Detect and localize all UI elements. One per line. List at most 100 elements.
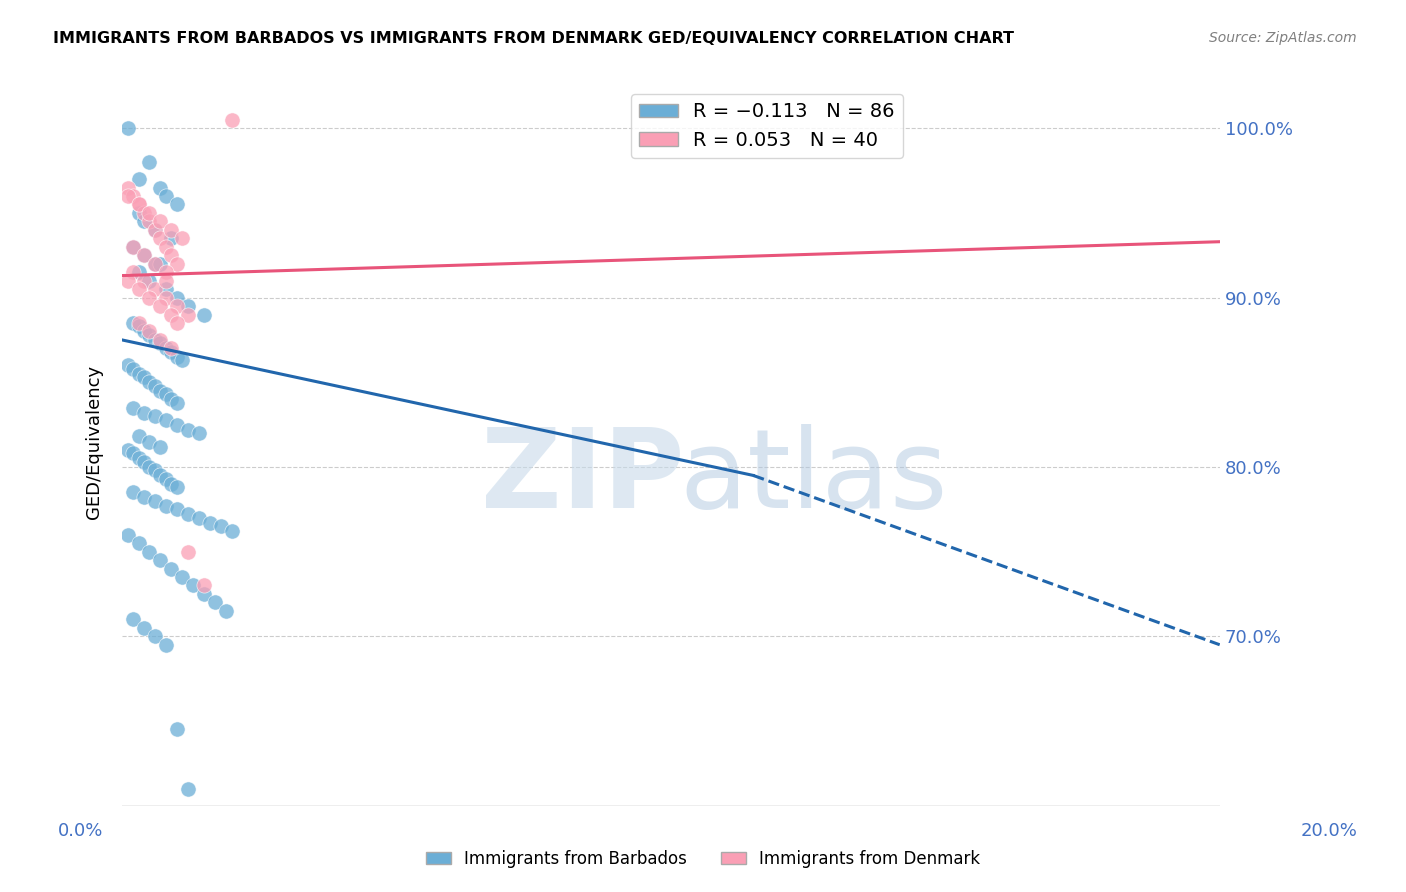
Point <box>132 274 155 288</box>
Text: Source: ZipAtlas.com: Source: ZipAtlas.com <box>1209 31 1357 45</box>
Point <box>143 493 166 508</box>
Point <box>122 240 145 254</box>
Point <box>209 519 232 533</box>
Point <box>143 629 166 643</box>
Point <box>128 367 150 381</box>
Point <box>166 480 188 494</box>
Point <box>138 459 160 474</box>
Point <box>128 197 150 211</box>
Point <box>149 257 172 271</box>
Point <box>166 291 188 305</box>
Point <box>160 342 183 356</box>
Point <box>177 544 200 558</box>
Point <box>155 265 177 279</box>
Legend: R = −0.113   N = 86, R = 0.053   N = 40: R = −0.113 N = 86, R = 0.053 N = 40 <box>631 95 903 158</box>
Point <box>117 121 139 136</box>
Point <box>160 308 183 322</box>
Point <box>177 299 200 313</box>
Point <box>128 197 150 211</box>
Point <box>143 378 166 392</box>
Point <box>138 155 160 169</box>
Point <box>138 544 160 558</box>
Point <box>155 291 177 305</box>
Point <box>117 180 139 194</box>
Point <box>172 570 194 584</box>
Point <box>122 401 145 415</box>
Point <box>132 491 155 505</box>
Point <box>149 299 172 313</box>
Point <box>117 527 139 541</box>
Point <box>193 578 215 592</box>
Point <box>177 423 200 437</box>
Point <box>128 429 150 443</box>
Point <box>132 406 155 420</box>
Point <box>143 333 166 347</box>
Point <box>122 361 145 376</box>
Point <box>172 353 194 368</box>
Point <box>128 451 150 466</box>
Point <box>143 223 166 237</box>
Point <box>166 502 188 516</box>
Point <box>160 223 183 237</box>
Point <box>177 508 200 522</box>
Point <box>122 612 145 626</box>
Point <box>122 265 145 279</box>
Point <box>128 316 150 330</box>
Point <box>128 206 150 220</box>
Point <box>122 189 145 203</box>
Point <box>177 308 200 322</box>
Text: 20.0%: 20.0% <box>1301 822 1357 839</box>
Point <box>166 417 188 432</box>
Point <box>155 274 177 288</box>
Point <box>143 282 166 296</box>
Point <box>132 248 155 262</box>
Point <box>117 274 139 288</box>
Point <box>138 214 160 228</box>
Point <box>166 299 188 313</box>
Point <box>155 282 177 296</box>
Point <box>215 604 238 618</box>
Text: 0.0%: 0.0% <box>58 822 103 839</box>
Point <box>128 172 150 186</box>
Point <box>183 578 205 592</box>
Point <box>117 189 139 203</box>
Point <box>193 308 215 322</box>
Point <box>138 376 160 390</box>
Point <box>138 274 160 288</box>
Point <box>221 112 243 127</box>
Point <box>128 319 150 334</box>
Point <box>221 524 243 539</box>
Point <box>143 257 166 271</box>
Point <box>166 350 188 364</box>
Point <box>172 231 194 245</box>
Point <box>138 327 160 342</box>
Point <box>155 387 177 401</box>
Point <box>128 536 150 550</box>
Point <box>155 342 177 356</box>
Point <box>187 510 209 524</box>
Point <box>204 595 226 609</box>
Point <box>128 265 150 279</box>
Point <box>160 561 183 575</box>
Text: IMMIGRANTS FROM BARBADOS VS IMMIGRANTS FROM DENMARK GED/EQUIVALENCY CORRELATION : IMMIGRANTS FROM BARBADOS VS IMMIGRANTS F… <box>53 31 1014 46</box>
Point <box>143 463 166 477</box>
Point <box>160 476 183 491</box>
Point <box>132 621 155 635</box>
Point <box>143 223 166 237</box>
Point <box>149 333 172 347</box>
Point <box>138 434 160 449</box>
Text: atlas: atlas <box>679 425 948 532</box>
Point <box>155 189 177 203</box>
Point <box>132 370 155 384</box>
Point <box>122 240 145 254</box>
Legend: Immigrants from Barbados, Immigrants from Denmark: Immigrants from Barbados, Immigrants fro… <box>419 844 987 875</box>
Point <box>160 344 183 359</box>
Point <box>149 231 172 245</box>
Point <box>160 248 183 262</box>
Point <box>122 485 145 500</box>
Point <box>160 392 183 407</box>
Point <box>138 206 160 220</box>
Point <box>132 455 155 469</box>
Point <box>155 412 177 426</box>
Point <box>132 214 155 228</box>
